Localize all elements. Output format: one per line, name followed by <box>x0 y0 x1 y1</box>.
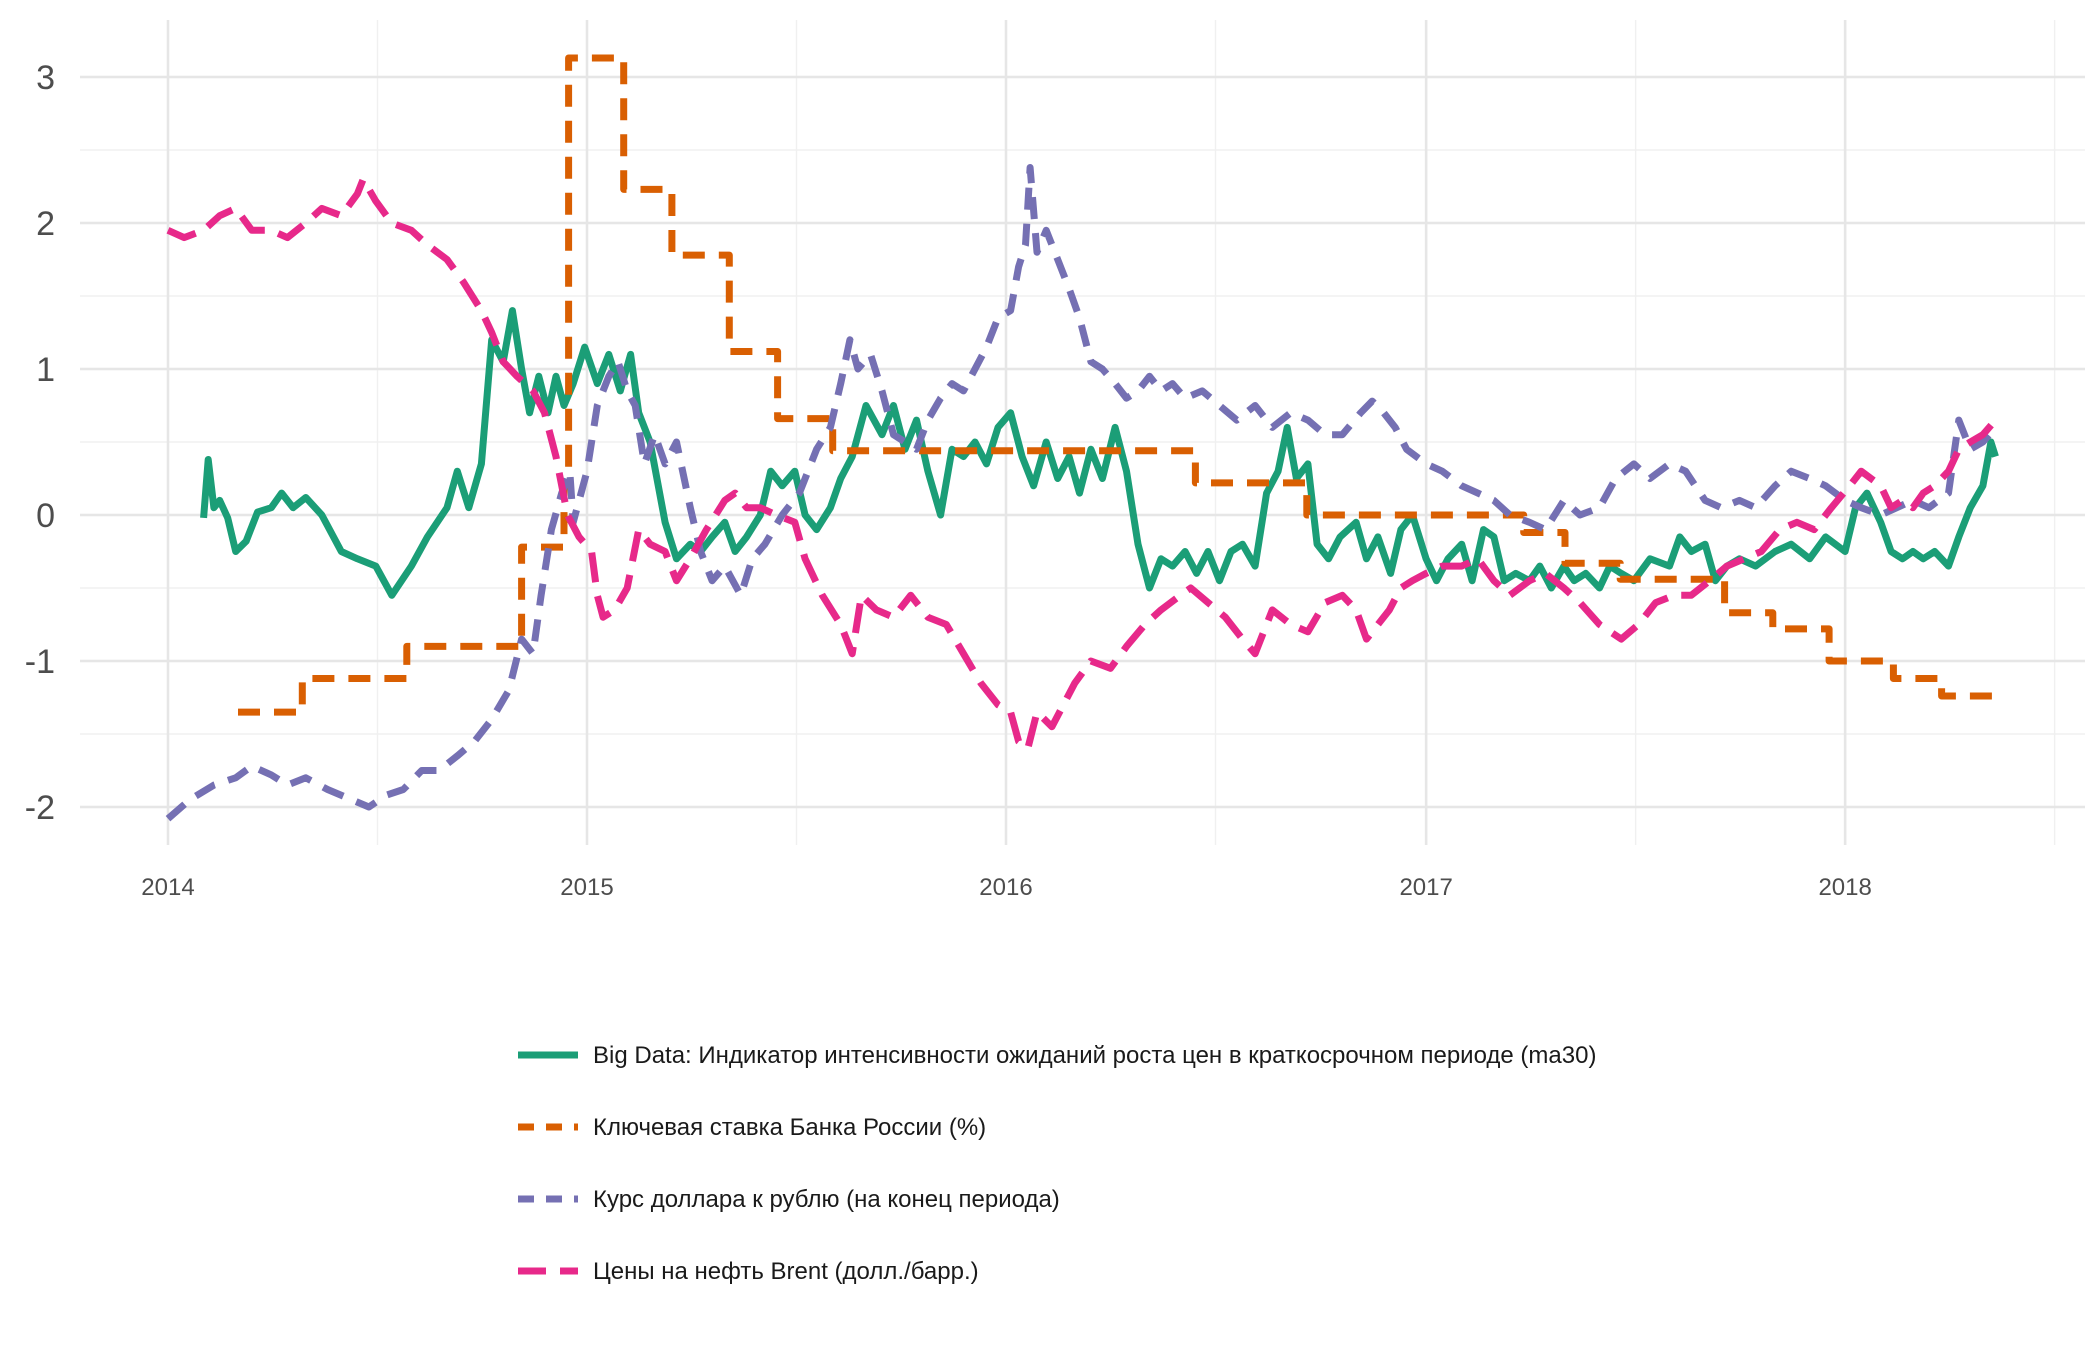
y-axis-ticks: -2 -1 0 1 2 3 <box>25 59 55 827</box>
y-tick-label: 3 <box>36 59 55 97</box>
legend-label-2: Ключевая ставка Банка России (%) <box>593 1114 986 1141</box>
y-tick-label: 1 <box>36 351 55 389</box>
x-tick-label: 2018 <box>1818 874 1871 901</box>
y-tick-label: 2 <box>36 205 55 243</box>
legend-label-3: Курс доллара к рублю (на конец периода) <box>593 1186 1060 1213</box>
grid-minor <box>80 20 2085 845</box>
y-tick-label: -2 <box>25 789 55 827</box>
legend-label-4: Цены на нефть Brent (долл./барр.) <box>593 1258 979 1285</box>
x-tick-label: 2015 <box>560 874 613 901</box>
series-layer <box>165 54 1999 822</box>
x-tick-label: 2017 <box>1399 874 1452 901</box>
legend-label-1: Big Data: Индикатор интенсивности ожидан… <box>593 1042 1596 1069</box>
x-tick-label: 2016 <box>979 874 1032 901</box>
y-tick-label: -1 <box>25 643 55 681</box>
grid-major <box>80 20 2085 845</box>
series-line-4 <box>166 175 1999 753</box>
x-tick-label: 2014 <box>141 874 194 901</box>
series-line-3 <box>165 164 1999 822</box>
x-axis-ticks: 2014 2015 2016 2017 2018 <box>141 874 1872 901</box>
legend: Big Data: Индикатор интенсивности ожидан… <box>518 1042 1596 1285</box>
series-line-2 <box>238 54 1998 716</box>
y-tick-label: 0 <box>36 497 55 535</box>
series-line-1 <box>200 307 1999 599</box>
